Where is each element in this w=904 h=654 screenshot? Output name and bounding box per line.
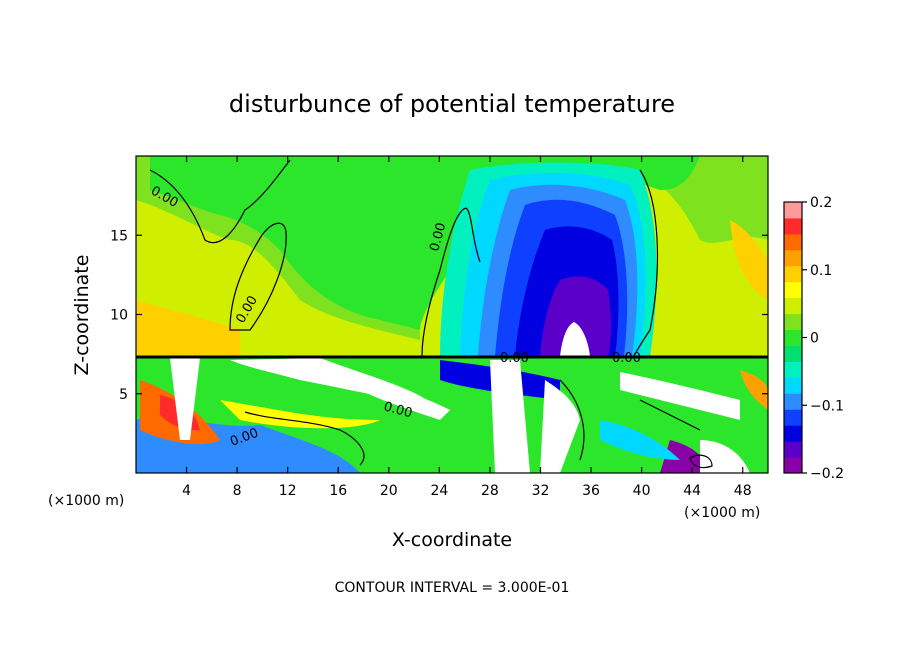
x-tick-label: 44: [683, 483, 701, 499]
x-tick-label: 16: [329, 483, 347, 499]
contour-lower-4: [689, 454, 713, 469]
x-tick-label: 20: [380, 483, 398, 499]
y-axis: 5 10 15: [110, 228, 768, 403]
contour-zero-loop: [229, 222, 287, 331]
contour-lower-3: [639, 399, 701, 431]
contour-zero-right: [633, 169, 659, 357]
colorbar: 0.2 0.1 0 −0.1 −0.2: [783, 195, 844, 482]
x-tick-label: 32: [532, 483, 550, 499]
plot-area: 0.00 0.00 0.00 0.00 0.00 0.00 0.00: [136, 156, 768, 473]
colorbar-tick-label: 0.1: [810, 263, 832, 279]
contour-lower-2: [559, 379, 585, 461]
x-unit-right: (×1000 m): [684, 505, 760, 521]
contour-lower-1: [244, 411, 365, 466]
colorbar-swatch: [784, 377, 802, 394]
colorbar-swatch: [784, 441, 802, 458]
colorbar-tick-label: 0.2: [810, 195, 832, 211]
lower-white-column-2: [540, 380, 580, 473]
colorbar-tick-label: −0.1: [810, 398, 844, 414]
x-tick-label: 40: [633, 483, 651, 499]
x-tick-label: 48: [734, 483, 752, 499]
y-tick-label: 10: [110, 308, 128, 324]
lower-white-streak-1: [170, 358, 200, 440]
lower-field: [136, 358, 768, 473]
contour-label: 0.00: [612, 351, 641, 366]
colorbar-swatch: [784, 393, 802, 410]
x-axis-label: X-coordinate: [392, 529, 512, 551]
lower-yellow-band: [220, 400, 380, 429]
upper-indigo: [540, 276, 611, 356]
x-tick-label: 24: [430, 483, 448, 499]
colorbar-swatch: [784, 409, 802, 426]
colorbar-swatch: [784, 249, 802, 267]
x-tick-label: 28: [481, 483, 499, 499]
contour-interval-note: CONTOUR INTERVAL = 3.000E-01: [335, 580, 570, 596]
upper-green-dark: [150, 156, 700, 330]
y-tick-label: 5: [119, 387, 128, 403]
contour-zero-left: [149, 159, 291, 244]
colorbar-tick-label: 0: [810, 331, 819, 347]
colorbar-swatch: [784, 457, 802, 474]
x-tick-label: 12: [279, 483, 297, 499]
colorbar-swatch: [784, 297, 802, 315]
upper-white-core: [560, 322, 590, 356]
colorbar-swatch: [784, 233, 802, 251]
lower-white-column-1: [490, 360, 530, 473]
x-tick-label: 8: [233, 483, 242, 499]
contour-label: 0.00: [382, 399, 414, 421]
contour-label: 0.00: [427, 221, 449, 253]
colorbar-swatch: [784, 345, 802, 362]
colorbar-swatch: [784, 329, 802, 346]
colorbar-swatch: [784, 281, 802, 299]
colorbar-swatch: [784, 313, 802, 331]
lower-purple-right: [660, 440, 710, 473]
colorbar-swatch: [784, 202, 802, 219]
y-tick-label: 15: [110, 228, 128, 244]
colorbar-swatch: [784, 217, 802, 235]
lower-cyan-patch: [600, 420, 680, 460]
upper-right-orange: [730, 220, 768, 300]
x-unit-left: (×1000 m): [48, 493, 124, 509]
chart-title: disturbunce of potential temperature: [229, 90, 675, 118]
colorbar-swatch: [784, 425, 802, 442]
upper-field: [136, 156, 768, 358]
upper-orange-band: [136, 300, 240, 356]
x-tick-label: 4: [182, 483, 191, 499]
contour-label: 0.00: [500, 351, 529, 366]
x-axis: 4 8 12 16 20 24 28 32 36 40 44 48: [182, 156, 752, 499]
y-axis-label: Z-coordinate: [71, 255, 93, 376]
lower-white-streak-3: [360, 380, 450, 420]
contour-lines: [149, 159, 713, 469]
lower-orange-right: [740, 370, 768, 410]
x-tick-label: 36: [582, 483, 600, 499]
colorbar-swatch: [784, 265, 802, 283]
colorbar-tick-label: −0.2: [810, 466, 844, 482]
colorbar-swatch: [784, 361, 802, 378]
lower-white-right: [620, 372, 740, 420]
contour-zero-center: [421, 207, 481, 357]
